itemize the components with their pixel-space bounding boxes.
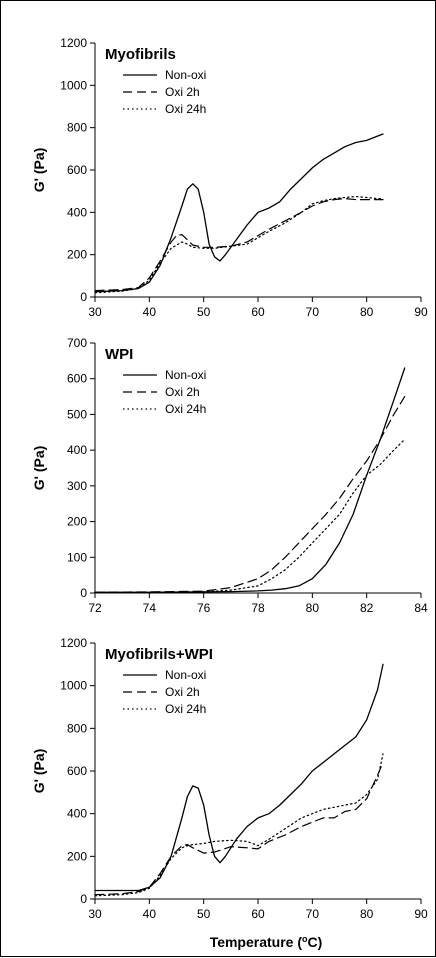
panel-1-y-tick-label: 400 (67, 205, 87, 219)
x-axis-label-suffix: C) (308, 934, 323, 950)
panel-3-y-axis-label: G' (Pa) (31, 749, 47, 794)
panel-1-x-tick-label: 30 (88, 305, 102, 319)
panel-1-legend-label: Oxi 2h (165, 85, 200, 99)
panel-3-x-tick-label: 80 (360, 907, 374, 921)
panel-2-y-tick-label: 0 (80, 586, 87, 600)
panel-3-x-tick-label: 30 (88, 907, 102, 921)
panel-1-x-tick-label: 70 (306, 305, 320, 319)
panel-1-series-line-oxi-24h (94, 195, 384, 294)
panel-1-x-tick-label: 40 (143, 305, 157, 319)
panel-2-y-tick-label: 300 (67, 479, 87, 493)
panel-3-title: Myofibrils+WPI (105, 646, 213, 663)
panel-3-legend-label: Oxi 2h (165, 685, 200, 699)
panel-3-y-tick-label: 1200 (60, 636, 87, 650)
panel-2-legend-label: Oxi 2h (165, 385, 200, 399)
panel-1-y-tick-label: 800 (67, 121, 87, 135)
panel-2-series-line-oxi-24h (94, 438, 406, 593)
panel-2-x-tick-label: 76 (197, 601, 211, 615)
panel-2-y-tick-label: 600 (67, 372, 87, 386)
panel-2-series-line-oxi-2h (94, 396, 406, 593)
panel-2-legend-label: Non-oxi (165, 368, 206, 382)
panel-1-y-tick-label: 1200 (60, 36, 87, 50)
panel-3-x-tick-label: 40 (143, 907, 157, 921)
panel-3-y-tick-label: 1000 (60, 679, 87, 693)
panel-2-series-line-non-oxi (94, 367, 406, 593)
panel-1-series-line-non-oxi (94, 133, 384, 293)
panel-1-y-tick-label: 1000 (60, 78, 87, 92)
panel-3-y-tick-label: 600 (67, 764, 87, 778)
panel-2-x-tick-label: 72 (88, 601, 102, 615)
x-axis-label-superscript: o (302, 934, 308, 944)
panel-3-y-tick-label: 200 (67, 849, 87, 863)
panel-2-x-tick-label: 74 (143, 601, 157, 615)
panel-1-y-tick-label: 0 (80, 290, 87, 304)
panel-3-legend-label: Oxi 24h (165, 702, 206, 716)
panel-3-legend-label: Non-oxi (165, 668, 206, 682)
panel-2-y-tick-label: 100 (67, 550, 87, 564)
panel-3-series-line-non-oxi (94, 663, 384, 892)
panel-1-y-tick-label: 600 (67, 163, 87, 177)
panel-2-y-axis-label: G' (Pa) (31, 446, 47, 491)
panel-3-y-tick-label: 0 (80, 892, 87, 906)
x-axis-label: Temperature (oC) (210, 934, 323, 950)
panel-2-y-tick-label: 700 (67, 336, 87, 350)
panel-1-y-tick-label: 200 (67, 248, 87, 262)
panel-1-x-tick-label: 80 (360, 305, 374, 319)
panel-2-x-tick-label: 84 (414, 601, 428, 615)
x-axis-label-prefix: Temperature ( (210, 934, 303, 950)
panel-1-legend-label: Non-oxi (165, 68, 206, 82)
panel-1-x-tick-label: 60 (251, 305, 265, 319)
panel-1-x-tick-label: 50 (197, 305, 211, 319)
panel-3-y-tick-label: 400 (67, 807, 87, 821)
panel-3-x-tick-label: 60 (251, 907, 265, 921)
panel-2-y-tick-label: 200 (67, 515, 87, 529)
panel-3-x-tick-label: 90 (414, 907, 428, 921)
panel-1-series-line-oxi-2h (94, 198, 384, 292)
panel-1-x-tick-label: 90 (414, 305, 428, 319)
panel-3-series-line-oxi-24h (94, 753, 384, 897)
panel-2-x-tick-label: 82 (360, 601, 374, 615)
panel-2-y-tick-label: 400 (67, 443, 87, 457)
panel-1-legend-label: Oxi 24h (165, 102, 206, 116)
panel-2-title: WPI (105, 346, 133, 363)
panel-2-y-tick-label: 500 (67, 407, 87, 421)
panel-3-y-tick-label: 800 (67, 721, 87, 735)
panel-1-y-axis-label: G' (Pa) (31, 148, 47, 193)
panel-3-x-tick-label: 70 (306, 907, 320, 921)
panel-2-x-tick-label: 80 (306, 601, 320, 615)
panel-3-x-tick-label: 50 (197, 907, 211, 921)
panel-3-series-line-oxi-2h (94, 761, 384, 896)
panel-2-x-tick-label: 78 (251, 601, 265, 615)
panel-1-title: Myofibrils (105, 46, 176, 63)
panel-2-legend-label: Oxi 24h (165, 402, 206, 416)
